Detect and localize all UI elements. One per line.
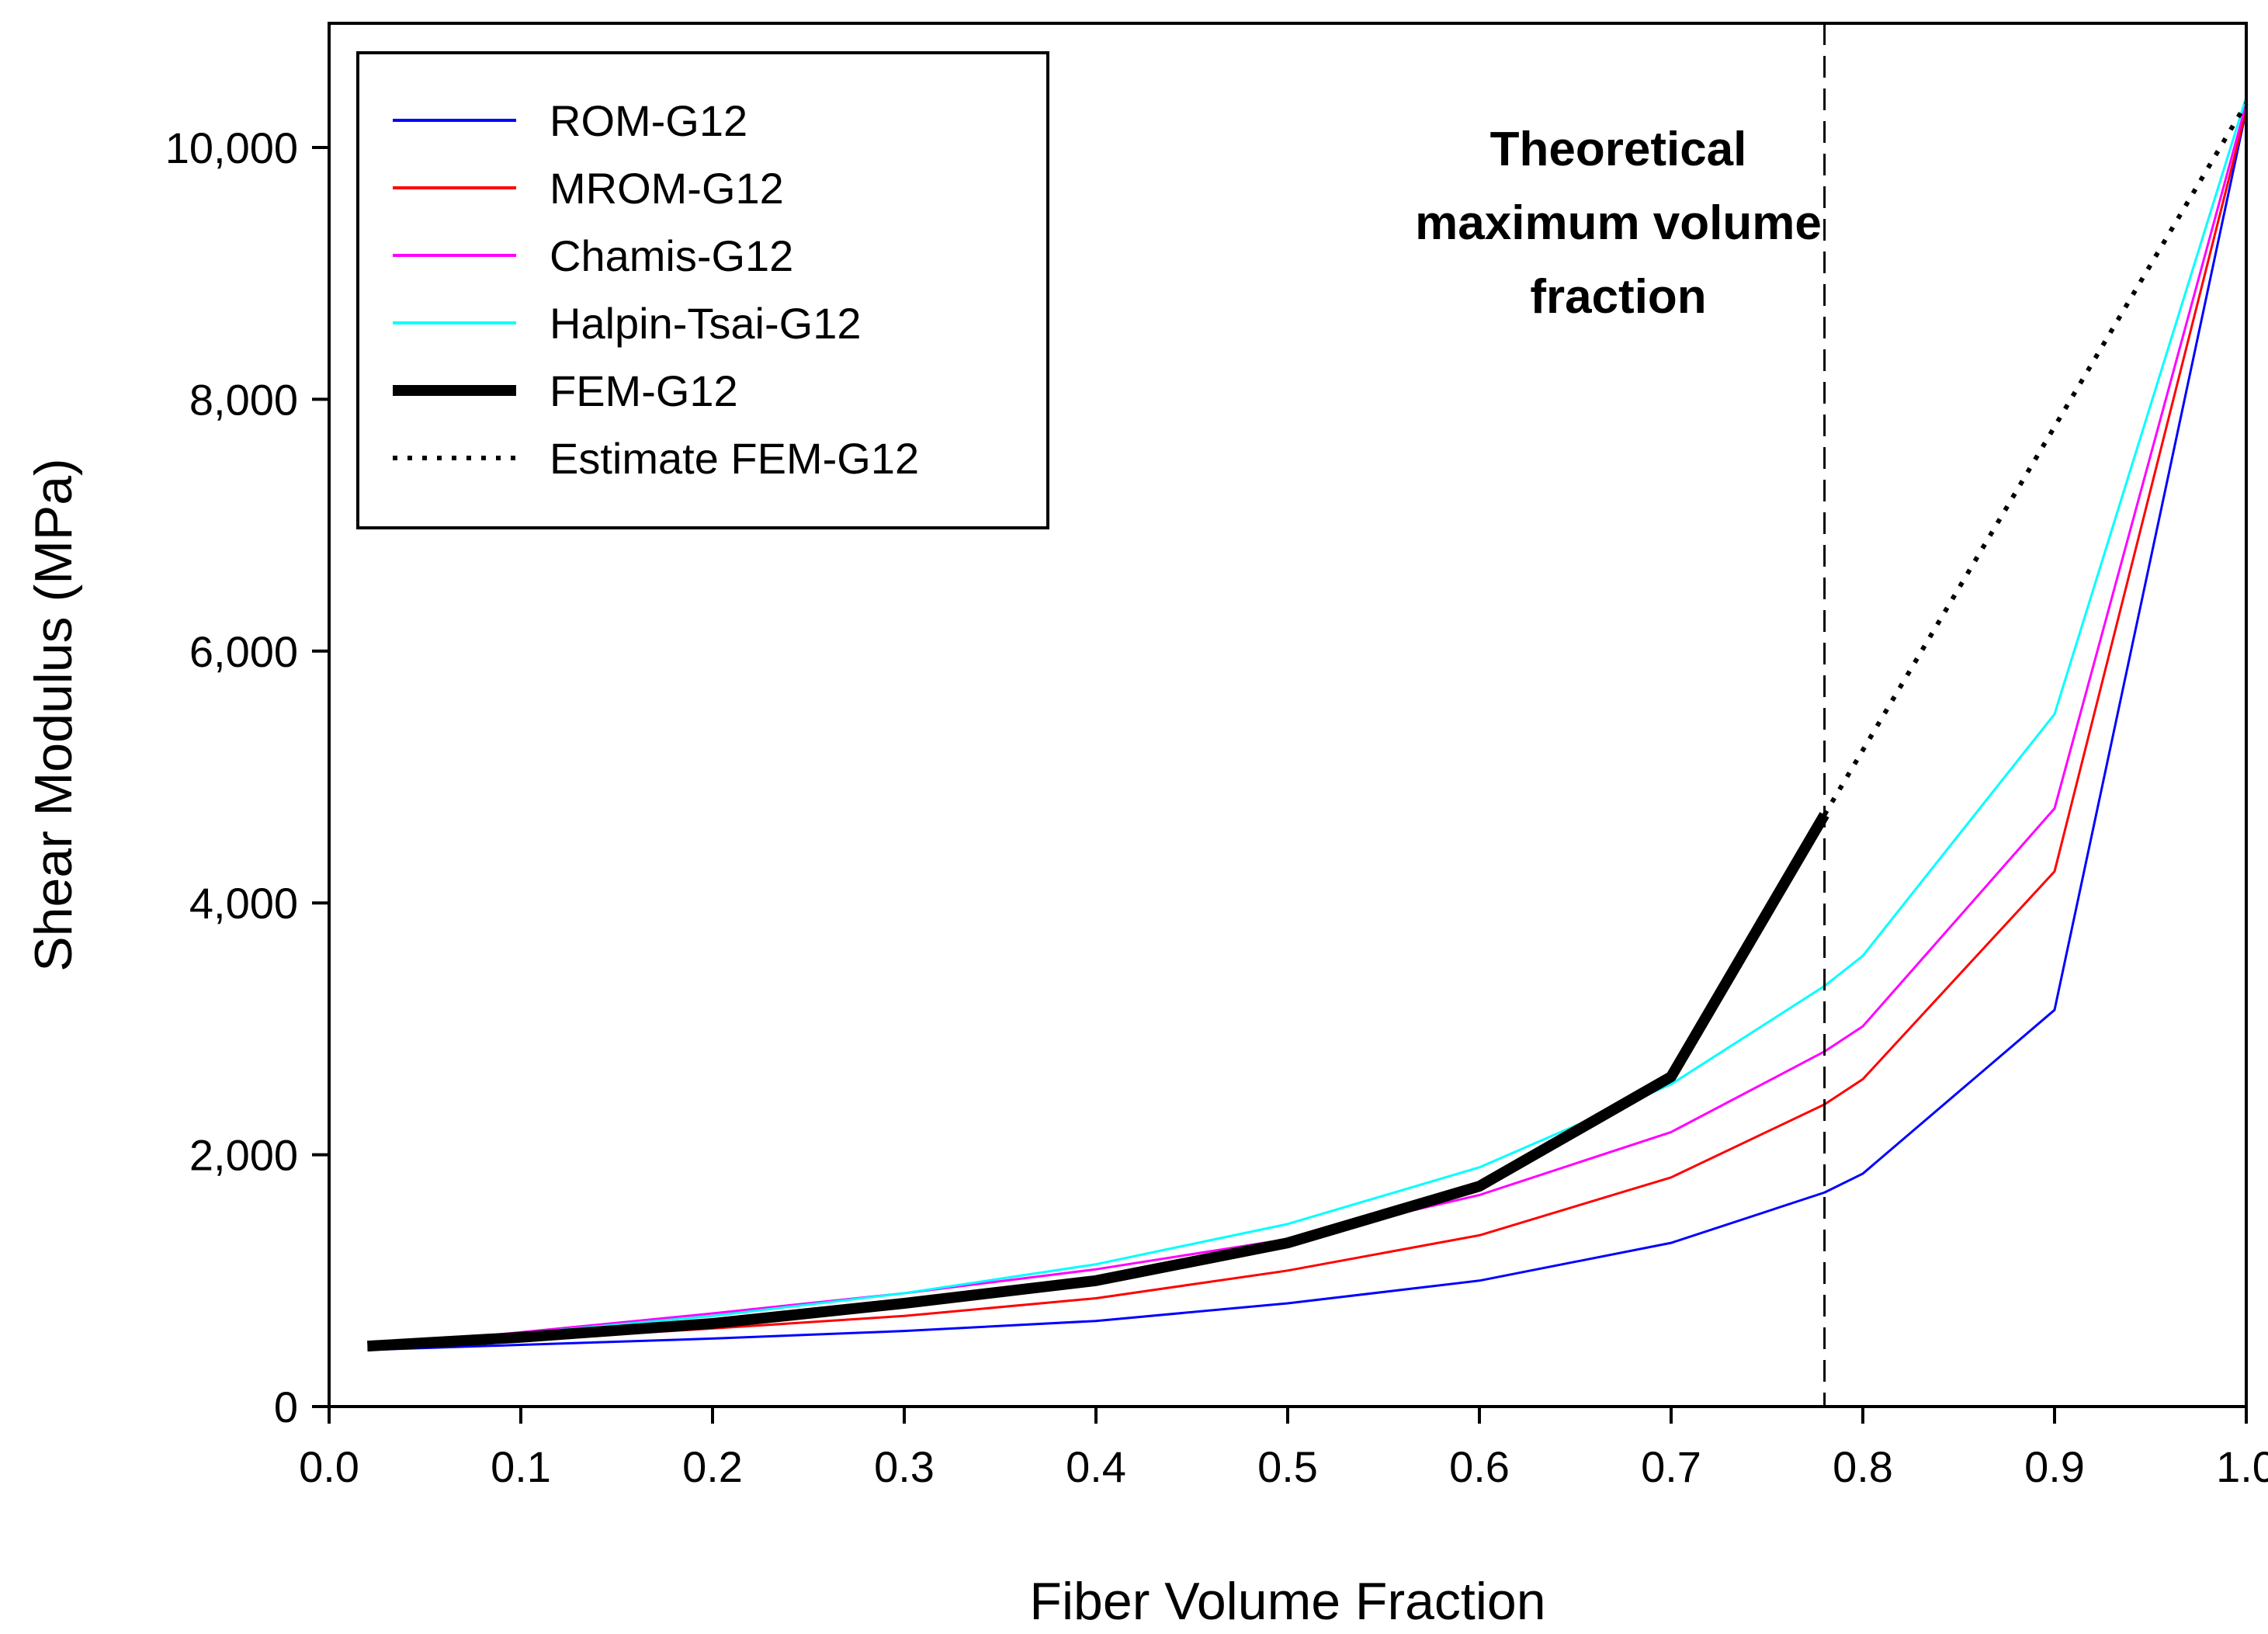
- x-axis-title: Fiber Volume Fraction: [1029, 1572, 1545, 1631]
- series-fem-g12-line: [366, 812, 1829, 1352]
- legend-label: Halpin-Tsai-G12: [550, 299, 862, 348]
- legend: ROM-G12 MROM-G12 Chamis-G12 Halpin-Tsai-G12…: [356, 51, 1049, 529]
- y-axis: 0 2,000 4,000 6,000 8,000 10,000: [165, 123, 329, 1431]
- x-tick-label: 0.9: [2024, 1442, 2085, 1491]
- legend-item-halpin-tsai-g12: Halpin-Tsai-G12: [393, 299, 862, 348]
- legend-entries: ROM-G12 MROM-G12 Chamis-G12 Halpin-Tsai-G12…: [393, 96, 919, 483]
- x-tick-label: 0.0: [299, 1442, 359, 1491]
- x-tick-label: 0.3: [874, 1442, 935, 1491]
- legend-box: [356, 51, 1049, 529]
- x-tick-label: 1.0: [2216, 1442, 2268, 1491]
- theoretical-max-annotation: Theoretical maximum volume fraction: [1415, 123, 1822, 324]
- y-tick-label: 0: [274, 1382, 298, 1431]
- x-tick-label: 0.2: [682, 1442, 743, 1491]
- legend-item-chamis-g12: Chamis-G12: [393, 231, 793, 280]
- x-tick-label: 0.8: [1833, 1442, 1893, 1491]
- legend-item-estimate-fem-g12: Estimate FEM-G12: [393, 434, 919, 483]
- series-layer: [366, 96, 2249, 1352]
- y-tick-label: 2,000: [189, 1131, 298, 1180]
- y-tick-labels: 0 2,000 4,000 6,000 8,000 10,000: [165, 123, 298, 1431]
- legend-label: FEM-G12: [550, 366, 738, 415]
- x-tick-label: 0.4: [1066, 1442, 1126, 1491]
- series-halpin-tsai-g12-line: [367, 96, 2248, 1349]
- x-tick-label: 0.7: [1641, 1442, 1701, 1491]
- x-tick-label: 0.5: [1257, 1442, 1318, 1491]
- y-axis-title: Shear Modulus (MPa): [24, 458, 83, 971]
- legend-item-fem-g12: FEM-G12: [393, 366, 738, 415]
- legend-item-mrom-g12: MROM-G12: [393, 164, 784, 213]
- x-tick-marks: [328, 1407, 2248, 1424]
- legend-label: Chamis-G12: [550, 231, 793, 280]
- y-tick-label: 10,000: [165, 123, 298, 172]
- annotation-line-3: fraction: [1530, 270, 1706, 324]
- series-estimate-fem-g12-line: [1822, 102, 2249, 817]
- legend-label: MROM-G12: [550, 164, 784, 213]
- y-tick-marks: [312, 146, 329, 1408]
- annotation-line-2: maximum volume: [1415, 196, 1822, 250]
- legend-label: Estimate FEM-G12: [550, 434, 919, 483]
- y-tick-label: 4,000: [189, 879, 298, 928]
- legend-label: ROM-G12: [550, 96, 747, 145]
- x-tick-labels: 0.0 0.1 0.2 0.3 0.4 0.5 0.6 0.7 0.8 0.9 1.0: [299, 1442, 2268, 1491]
- x-axis: 0.0 0.1 0.2 0.3 0.4 0.5 0.6 0.7 0.8 0.9 1.0: [299, 1407, 2268, 1491]
- series-rom-g12-line: [367, 109, 2248, 1351]
- x-tick-label: 0.6: [1449, 1442, 1510, 1491]
- y-tick-label: 8,000: [189, 375, 298, 424]
- legend-item-rom-g12: ROM-G12: [393, 96, 747, 145]
- annotation-line-1: Theoretical: [1490, 123, 1747, 176]
- y-tick-label: 6,000: [189, 627, 298, 676]
- x-tick-label: 0.1: [491, 1442, 551, 1491]
